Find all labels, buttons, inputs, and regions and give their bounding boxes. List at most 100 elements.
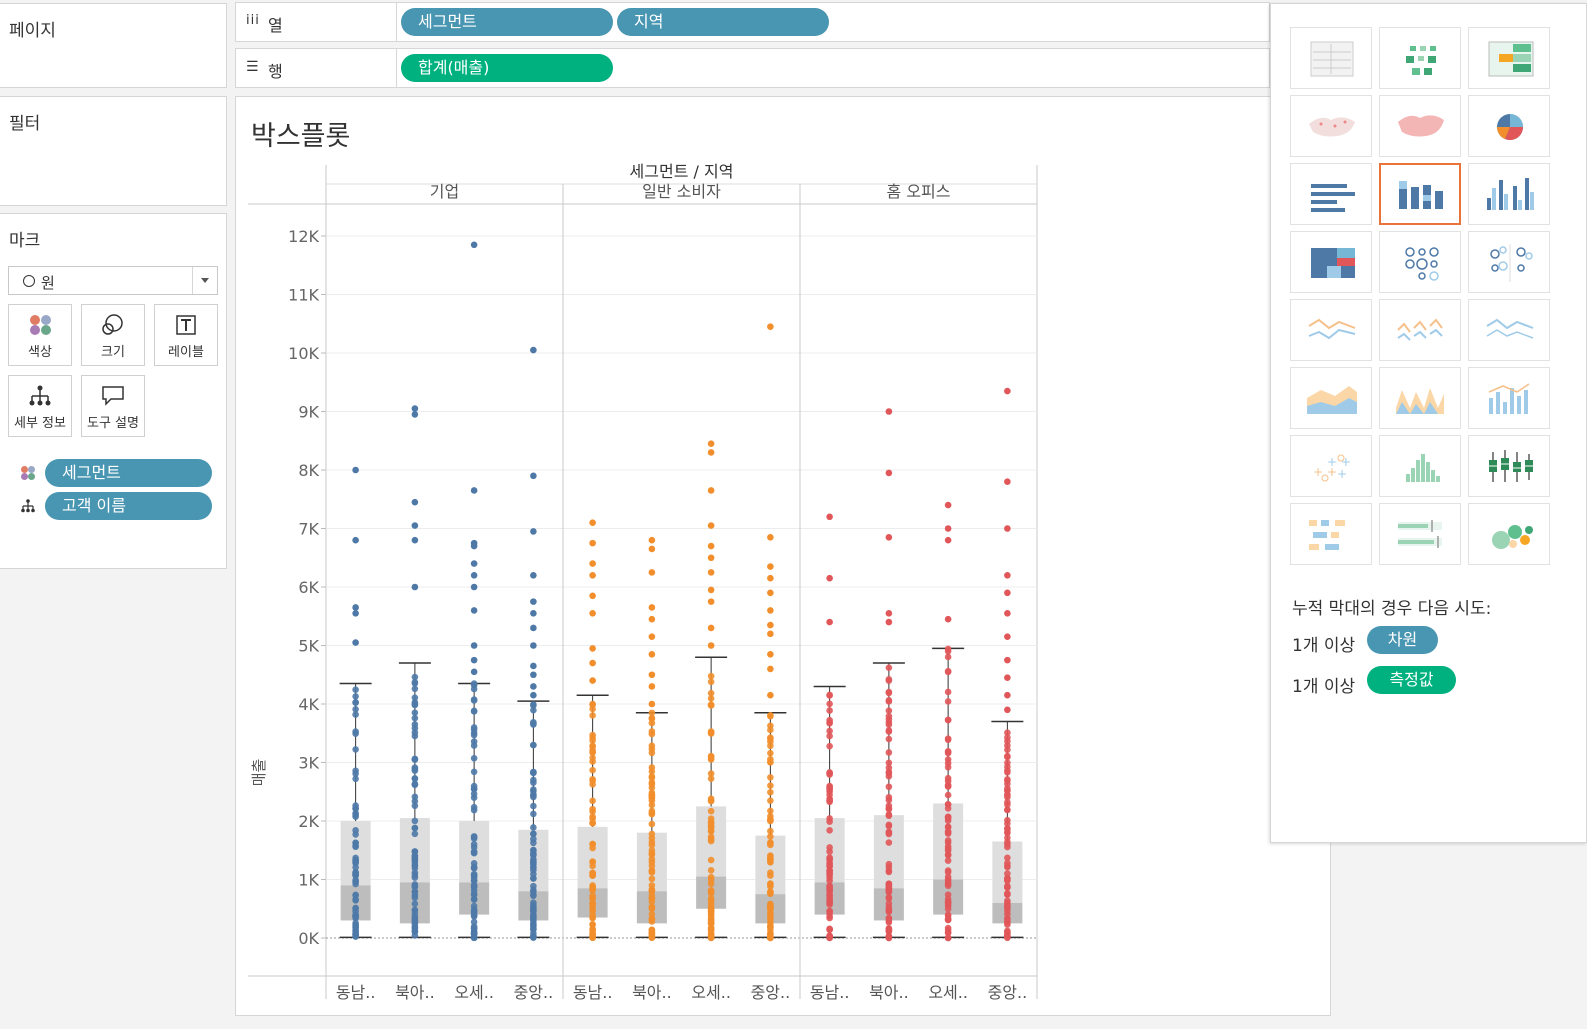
color-button[interactable]: 색상: [8, 304, 72, 366]
data-point: [1004, 785, 1011, 792]
show-me-horizontal-bar-button[interactable]: [1290, 163, 1372, 225]
requirement-2-prefix: 1개 이상: [1292, 677, 1356, 697]
segment-color-pill[interactable]: 세그먼트: [45, 459, 212, 487]
show-me-symbol-map-button[interactable]: [1290, 95, 1372, 157]
columns-pill-segment[interactable]: 세그먼트: [401, 8, 613, 36]
outlier-point: [530, 662, 537, 670]
show-me-gantt-chart-button[interactable]: [1290, 503, 1372, 565]
data-point: [648, 714, 656, 722]
data-point: [767, 774, 774, 781]
data-point: [707, 728, 715, 735]
outlier-point: [707, 487, 715, 494]
outlier-point: [648, 683, 656, 690]
outlier-point: [352, 604, 359, 611]
data-point: [944, 852, 952, 859]
data-point: [352, 693, 359, 700]
show-me-area-continuous-button[interactable]: [1290, 367, 1372, 429]
size-button[interactable]: 크기: [81, 304, 145, 366]
outlier-point: [885, 610, 893, 617]
data-point: [470, 724, 478, 731]
region-box-group: [458, 241, 491, 942]
outlier-point: [411, 522, 419, 529]
data-point: [589, 910, 596, 918]
scatter-plot-icon: + ++ ++: [1313, 454, 1351, 482]
columns-pill-region[interactable]: 지역: [617, 8, 829, 36]
data-point: [1004, 769, 1011, 776]
rows-shelf[interactable]: ☰ 행 합계(매출): [235, 48, 1270, 88]
data-point: [470, 833, 478, 840]
show-me-area-discrete-button[interactable]: [1379, 367, 1461, 429]
columns-drop-area[interactable]: 세그먼트 지역: [396, 3, 1269, 41]
data-point: [470, 790, 478, 798]
show-me-line-continuous-button[interactable]: [1290, 299, 1372, 361]
columns-shelf-label: 열: [268, 16, 283, 35]
tooltip-button[interactable]: 도구 설명: [81, 375, 145, 437]
data-point: [885, 689, 893, 697]
data-point: [648, 915, 656, 923]
show-me-bullet-graph-button[interactable]: [1379, 503, 1461, 565]
data-point: [944, 915, 952, 922]
show-me-heat-map-button[interactable]: [1379, 27, 1461, 89]
filters-card[interactable]: 필터: [0, 96, 227, 206]
data-point: [648, 904, 656, 911]
mark-type-dropdown[interactable]: 원: [8, 266, 218, 295]
show-me-box-whisker-button[interactable]: [1468, 435, 1550, 497]
data-point: [944, 882, 952, 890]
show-me-treemap-button[interactable]: [1290, 231, 1372, 293]
segment-header-label: 일반 소비자: [642, 182, 721, 201]
data-point: [885, 764, 893, 771]
data-point: [944, 857, 952, 864]
data-point: [767, 881, 774, 888]
data-point: [885, 822, 893, 830]
data-point: [411, 781, 419, 788]
outlier-point: [767, 533, 774, 541]
region-box-group: [635, 536, 668, 941]
show-me-circle-view-button[interactable]: [1379, 231, 1461, 293]
show-me-dual-line-button[interactable]: [1468, 299, 1550, 361]
show-me-line-discrete-button[interactable]: [1379, 299, 1461, 361]
outlier-point: [885, 469, 893, 477]
detail-button[interactable]: 세부 정보: [8, 375, 72, 437]
data-point: [944, 805, 952, 812]
show-me-filled-map-button[interactable]: [1379, 95, 1461, 157]
label-button[interactable]: 레이블: [154, 304, 218, 366]
data-point: [470, 863, 478, 871]
data-point: [411, 906, 419, 914]
show-me-side-by-side-bar-button[interactable]: [1468, 163, 1550, 225]
data-point: [648, 784, 656, 792]
show-me-scatter-plot-button[interactable]: + + + + +: [1290, 435, 1372, 497]
x-tick-label: 중앙..: [988, 983, 1028, 1002]
data-point: [1004, 746, 1011, 754]
data-point: [589, 894, 596, 902]
box-plot-chart[interactable]: 세그먼트 / 지역 0K 1K 2K 3K 4K 5K 6K 7K 8K 9K 10K 11K 12K 매출…: [236, 157, 1056, 1007]
data-point: [767, 833, 774, 840]
show-me-text-table-button[interactable]: [1290, 27, 1372, 89]
rows-pill-sum-sales[interactable]: 합계(매출): [401, 54, 613, 82]
data-point: [530, 914, 537, 922]
show-me-pie-chart-button[interactable]: [1468, 95, 1550, 157]
pages-card[interactable]: 페이지: [0, 3, 227, 88]
data-point: [707, 678, 715, 686]
outlier-point: [470, 668, 478, 676]
outlier-point: [944, 536, 952, 544]
data-point: [1004, 729, 1011, 736]
show-me-histogram-button[interactable]: [1379, 435, 1461, 497]
outlier-point: [767, 574, 774, 582]
data-point: [885, 900, 893, 907]
text-label-icon: [176, 315, 196, 335]
rows-drop-area[interactable]: 합계(매출): [396, 49, 1269, 87]
data-point: [589, 862, 596, 870]
data-point: [589, 775, 596, 783]
show-me-dual-combination-button[interactable]: [1468, 367, 1550, 429]
data-point: [885, 828, 893, 836]
show-me-stacked-bar-button[interactable]: [1379, 163, 1461, 225]
customer-detail-pill[interactable]: 고객 이름: [45, 492, 212, 520]
outlier-point: [648, 615, 656, 623]
show-me-highlight-table-button[interactable]: [1468, 27, 1550, 89]
data-point: [470, 908, 478, 916]
data-point: [944, 756, 952, 763]
columns-shelf[interactable]: iii 열 세그먼트 지역: [235, 2, 1270, 42]
show-me-side-by-side-circle-button[interactable]: [1468, 231, 1550, 293]
show-me-packed-bubbles-button[interactable]: [1468, 503, 1550, 565]
data-point: [530, 882, 537, 890]
